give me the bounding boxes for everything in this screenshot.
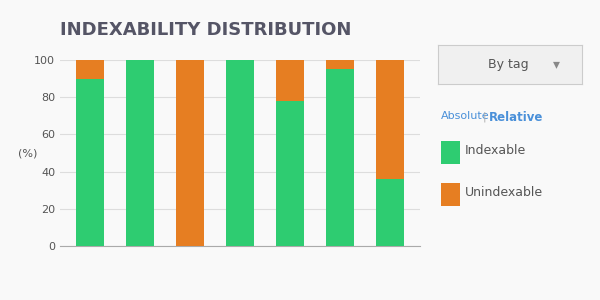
Text: Relative: Relative <box>489 111 544 124</box>
Text: ▾: ▾ <box>553 58 560 71</box>
Text: INDEXABILITY DISTRIBUTION: INDEXABILITY DISTRIBUTION <box>60 21 352 39</box>
Bar <box>326 60 354 69</box>
Text: Unindexable: Unindexable <box>465 185 543 199</box>
Text: Absolute: Absolute <box>441 111 490 121</box>
Bar <box>126 60 154 246</box>
Text: Indexable: Indexable <box>465 143 526 157</box>
Bar <box>176 60 204 246</box>
Y-axis label: (%): (%) <box>18 148 37 158</box>
Bar <box>376 179 404 246</box>
Text: By tag: By tag <box>488 58 529 71</box>
Bar <box>76 60 104 79</box>
Bar <box>276 101 304 246</box>
Bar <box>276 60 304 101</box>
Text: |: | <box>483 111 487 122</box>
Bar <box>326 69 354 246</box>
Bar <box>376 60 404 179</box>
Bar <box>76 79 104 246</box>
Bar <box>226 60 254 246</box>
